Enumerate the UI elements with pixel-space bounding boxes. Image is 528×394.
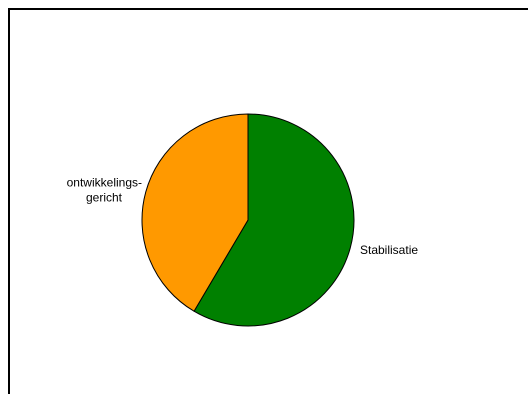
pie-slice-label-line: gericht: [86, 190, 123, 204]
pie-slice-label-0: Stabilisatie: [360, 243, 418, 257]
pie-slice-label-line: ontwikkelings-: [67, 175, 142, 189]
pie-slice-label-1: ontwikkelings-gericht: [67, 175, 142, 204]
pie-slice-1: [141, 113, 249, 312]
pie-slice-label-line: Stabilisatie: [360, 243, 418, 257]
pie-slice-0: [193, 113, 355, 327]
